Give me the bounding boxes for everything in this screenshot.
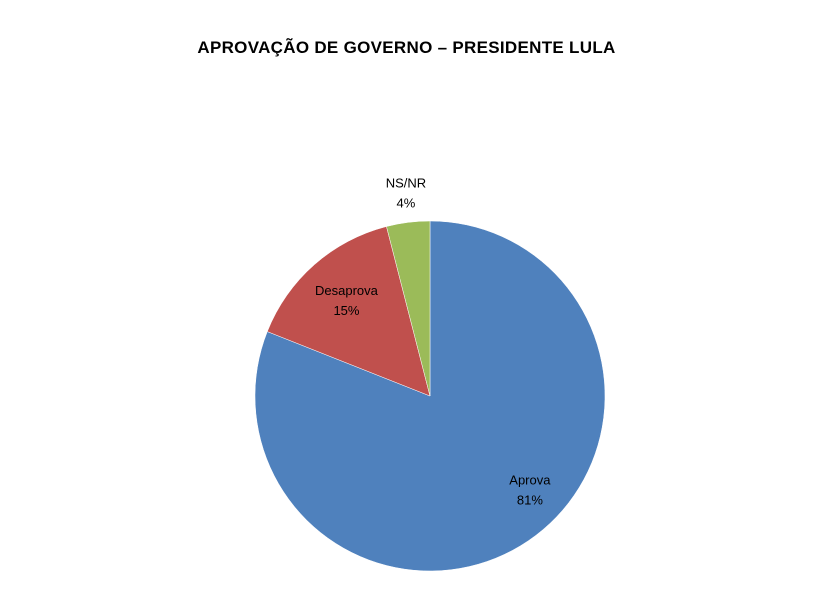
slice-label-ns-nr: NS/NR xyxy=(386,176,426,191)
slice-label-aprova: Aprova xyxy=(509,472,551,487)
slice-value-aprova: 81% xyxy=(517,492,543,507)
pie-slice-ns-nr xyxy=(386,220,431,397)
pie-slice-desaprova xyxy=(266,226,431,397)
chart-title: APROVAÇÃO DE GOVERNO – PRESIDENTE LULA xyxy=(197,38,616,57)
slice-label-desaprova: Desaprova xyxy=(315,283,379,298)
slice-value-desaprova: 15% xyxy=(333,303,359,318)
slice-value-ns-nr: 4% xyxy=(397,196,416,211)
